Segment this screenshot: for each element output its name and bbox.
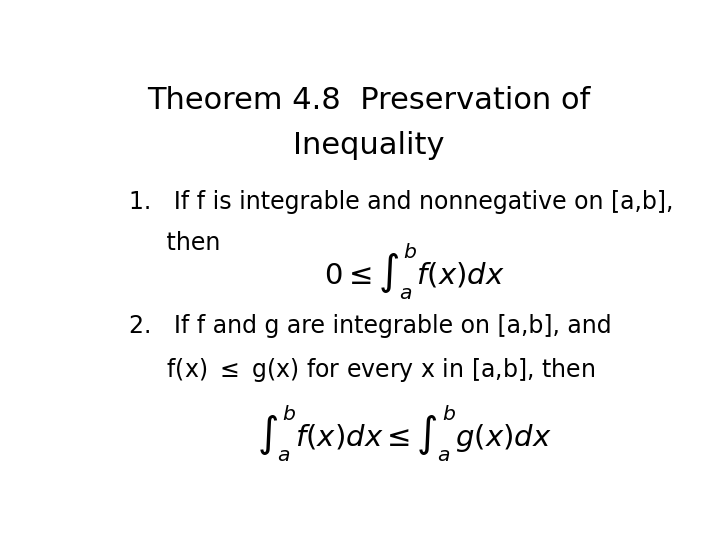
Text: f(x) $\leq$ g(x) for every x in [a,b], then: f(x) $\leq$ g(x) for every x in [a,b], t… — [129, 356, 595, 384]
Text: $0 \leq \int_{a}^{b} f(x)dx$: $0 \leq \int_{a}^{b} f(x)dx$ — [324, 241, 505, 302]
Text: 2.   If f and g are integrable on [a,b], and: 2. If f and g are integrable on [a,b], a… — [129, 314, 612, 338]
Text: 1.   If f is integrable and nonnegative on [a,b],: 1. If f is integrable and nonnegative on… — [129, 190, 673, 213]
Text: then: then — [129, 231, 220, 255]
Text: Inequality: Inequality — [293, 131, 445, 160]
Text: $\int_{a}^{b} f(x)dx \leq \int_{a}^{b} g(x)dx$: $\int_{a}^{b} f(x)dx \leq \int_{a}^{b} g… — [258, 404, 552, 464]
Text: Theorem 4.8  Preservation of: Theorem 4.8 Preservation of — [148, 85, 590, 114]
